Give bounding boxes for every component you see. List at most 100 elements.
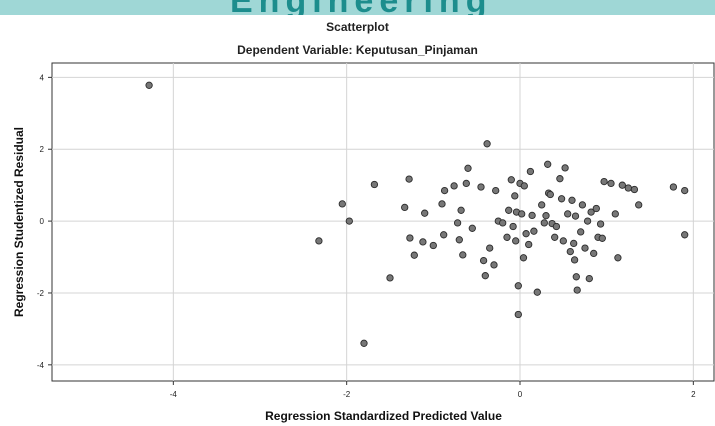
y-tick-label: -4 <box>37 361 45 370</box>
data-point <box>611 210 619 218</box>
tick-labels: -4 -2 0 2 -4 -2 0 2 4 <box>37 73 696 399</box>
data-point <box>528 211 536 220</box>
data-point <box>512 237 520 245</box>
data-point <box>401 203 409 212</box>
data-point <box>540 219 548 227</box>
data-point <box>542 212 550 220</box>
data-point <box>518 210 526 218</box>
data-point <box>600 177 608 186</box>
data-point <box>455 236 463 244</box>
data-point <box>499 219 507 227</box>
data-point <box>568 196 576 204</box>
data-point <box>464 164 472 172</box>
y-axis-label: Regression Studentized Residual <box>12 127 26 317</box>
data-point <box>526 167 535 176</box>
data-point <box>345 217 353 225</box>
data-point <box>571 212 580 220</box>
x-axis-label: Regression Standardized Predicted Value <box>265 409 502 423</box>
data-point <box>479 256 488 265</box>
data-point <box>614 254 622 262</box>
data-point <box>544 160 552 168</box>
data-point <box>483 140 491 148</box>
header-banner: Engineering <box>0 0 715 15</box>
data-point <box>440 231 448 239</box>
data-point <box>459 251 467 259</box>
data-point <box>681 231 689 239</box>
data-point <box>533 288 541 296</box>
data-point <box>468 224 476 232</box>
data-point <box>551 233 559 241</box>
data-point <box>592 204 600 213</box>
data-point <box>587 208 595 216</box>
x-tick-label: 0 <box>518 390 523 399</box>
x-tick-label: -4 <box>170 390 178 399</box>
data-point <box>421 209 429 217</box>
data-point <box>477 183 485 191</box>
data-point <box>481 272 489 280</box>
data-point <box>578 201 587 209</box>
data-point <box>507 176 515 184</box>
data-point <box>585 274 593 283</box>
x-tick-label: -2 <box>343 390 351 399</box>
data-point <box>566 247 574 256</box>
data-point <box>552 222 561 231</box>
data-point <box>438 200 446 208</box>
data-point <box>453 219 462 227</box>
data-point <box>607 179 615 188</box>
banner-text: Engineering <box>230 0 492 15</box>
data-point <box>590 249 598 258</box>
data-point <box>419 238 427 246</box>
data-point <box>486 244 494 252</box>
data-point <box>360 339 368 347</box>
data-point <box>514 282 522 290</box>
data-point <box>546 190 554 199</box>
plot-area <box>51 62 715 382</box>
data-point <box>556 175 564 183</box>
data-point <box>573 286 581 294</box>
data-point <box>624 184 632 192</box>
data-point <box>410 251 418 259</box>
data-point <box>583 217 592 225</box>
data-point <box>450 182 458 190</box>
data-point <box>618 181 626 189</box>
data-point <box>405 175 413 183</box>
x-tick-label: 2 <box>691 390 696 399</box>
data-point <box>520 182 528 190</box>
data-point <box>598 234 606 242</box>
data-point <box>561 164 569 172</box>
gridlines <box>52 63 714 381</box>
data-point <box>525 240 533 249</box>
data-point <box>635 201 643 209</box>
data-point <box>370 180 379 189</box>
data-point <box>514 310 522 319</box>
data-point <box>522 230 530 238</box>
data-point <box>505 206 513 214</box>
data-point <box>570 239 578 248</box>
data-point <box>538 201 546 209</box>
data-point <box>386 274 394 282</box>
data-point <box>564 210 572 218</box>
data-point <box>581 244 589 252</box>
chart-title: Scatterplot <box>326 20 389 34</box>
data-point <box>509 222 517 231</box>
data-point <box>530 227 538 235</box>
y-tick-label: 4 <box>40 73 45 82</box>
data-point <box>572 273 580 281</box>
data-point <box>669 183 678 191</box>
data-point <box>570 256 579 264</box>
data-point <box>681 186 689 195</box>
data-point <box>519 254 528 262</box>
chart-subtitle: Dependent Variable: Keputusan_Pinjaman <box>237 43 478 57</box>
data-point <box>145 81 153 89</box>
y-tick-label: -2 <box>37 289 45 298</box>
data-point <box>559 237 567 245</box>
data-point <box>315 237 323 245</box>
data-point <box>490 261 498 269</box>
data-point <box>630 185 639 194</box>
data-point <box>577 228 585 236</box>
data-point <box>406 234 414 242</box>
data-point <box>457 206 465 214</box>
data-point <box>429 241 437 250</box>
y-tick-label: 2 <box>40 145 45 154</box>
data-point <box>596 220 605 228</box>
